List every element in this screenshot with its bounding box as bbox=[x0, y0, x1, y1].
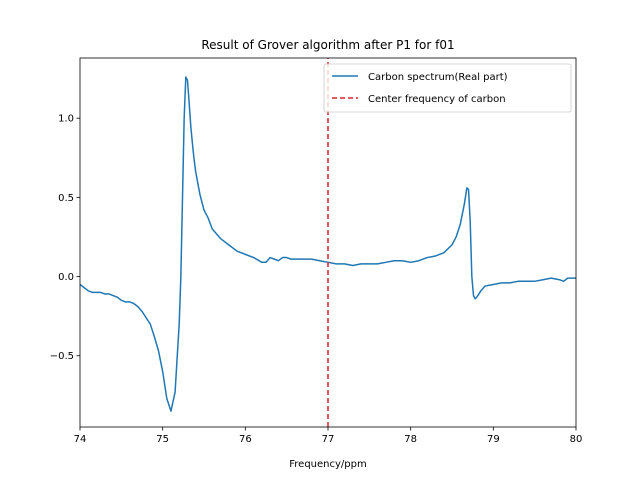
x-tick-label: 76 bbox=[239, 434, 252, 445]
x-axis-label: Frequency/ppm bbox=[289, 459, 366, 470]
series-carbon-spectrum-real-part bbox=[80, 76, 576, 412]
legend-entry-carbon-spectrum: Carbon spectrum(Real part) bbox=[368, 72, 508, 83]
y-tick-label: 1.0 bbox=[58, 114, 74, 125]
x-tick-label: 79 bbox=[487, 434, 500, 445]
legend-frame bbox=[323, 63, 572, 113]
axes: 74 75 76 77 78 79 80 −0.5 0.0 0.5 1.0 bbox=[50, 57, 583, 445]
x-tick-label: 78 bbox=[404, 434, 417, 445]
x-tick-label: 74 bbox=[74, 434, 87, 445]
x-tick-label: 75 bbox=[156, 434, 169, 445]
x-tick-label: 80 bbox=[570, 434, 583, 445]
y-tick-label: −0.5 bbox=[50, 351, 74, 362]
y-tick-label: 0.5 bbox=[58, 193, 74, 204]
plot-area bbox=[80, 58, 576, 427]
chart-title: Result of Grover algorithm after P1 for … bbox=[201, 38, 454, 52]
y-tick-label: 0.0 bbox=[58, 272, 74, 283]
x-tick-label: 77 bbox=[322, 434, 335, 445]
legend-entry-center-frequency: Center frequency of carbon bbox=[368, 94, 506, 105]
legend: Carbon spectrum(Real part) Center freque… bbox=[323, 63, 572, 113]
series-group bbox=[80, 58, 576, 427]
